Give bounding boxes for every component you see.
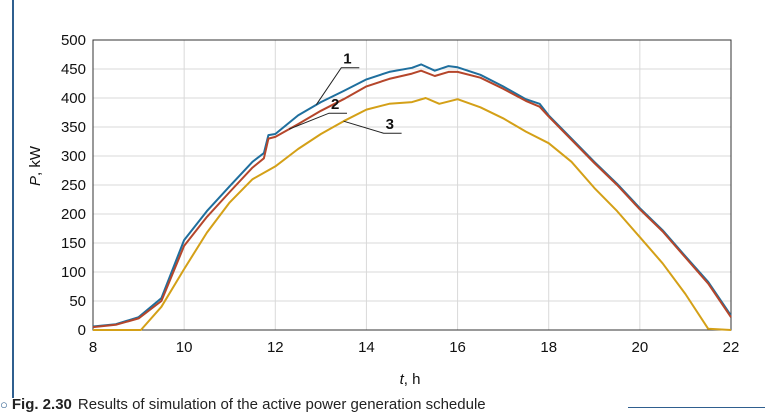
grid: [92, 39, 732, 331]
x-tick-label: 22: [723, 339, 740, 356]
y-tick-label: 200: [61, 206, 86, 223]
caption-marker-icon: ○: [0, 397, 8, 412]
curve-callouts: 1 2 3: [288, 51, 402, 134]
y-tick-label: 300: [61, 148, 86, 165]
y-tick-label: 450: [61, 61, 86, 78]
y-axis-title: P, kW: [27, 145, 44, 186]
series-line-3: [93, 97, 732, 331]
series-line-2: [92, 69, 732, 329]
y-tick-label: 500: [61, 32, 86, 49]
series-group: [92, 63, 732, 331]
y-tick-label: 400: [61, 90, 86, 107]
y-axis-unit: , kW: [27, 145, 44, 176]
y-tick-label: 250: [61, 177, 86, 194]
y-axis-variable: P: [27, 176, 44, 186]
x-axis-title: t, h: [400, 371, 421, 388]
y-tick-label: 100: [61, 264, 86, 281]
figure-caption: ○ Fig. 2.30 Results of simulation of the a…: [0, 396, 620, 416]
curve-label-3: 3: [386, 116, 394, 133]
leader-line-2: [288, 112, 347, 130]
y-tick-label: 50: [69, 293, 86, 310]
x-tick-label: 14: [358, 339, 375, 356]
caption-rule: [628, 407, 765, 408]
power-chart: 8 10 12 14 16 18 20 220501001502002503003504004…: [27, 32, 739, 388]
x-tick-label: 12: [267, 339, 284, 356]
tick-labels: 8 10 12 14 16 18 20 220501001502002503003504004…: [61, 32, 739, 356]
x-tick-label: 18: [540, 339, 557, 356]
caption-text: Results of simulation of the active powe…: [77, 396, 486, 413]
curve-label-2: 2: [331, 96, 339, 113]
y-tick-label: 0: [78, 322, 86, 339]
x-axis-variable: t: [400, 371, 405, 388]
x-tick-label: 20: [632, 339, 649, 356]
frame-accent-line: [12, 0, 14, 398]
y-tick-label: 350: [61, 119, 86, 136]
x-axis-unit: , h: [404, 371, 421, 388]
series-line-1: [92, 63, 732, 328]
x-tick-label: 16: [449, 339, 466, 356]
curve-label-1: 1: [343, 51, 351, 68]
x-tick-label: 10: [176, 339, 193, 356]
x-tick-label: 8: [89, 339, 97, 356]
plot-area-frame: [92, 39, 732, 331]
leader-line-3: [343, 120, 402, 134]
y-tick-label: 150: [61, 235, 86, 252]
leader-line-1: [315, 67, 360, 105]
figure-label: Fig. 2.30: [11, 396, 72, 413]
